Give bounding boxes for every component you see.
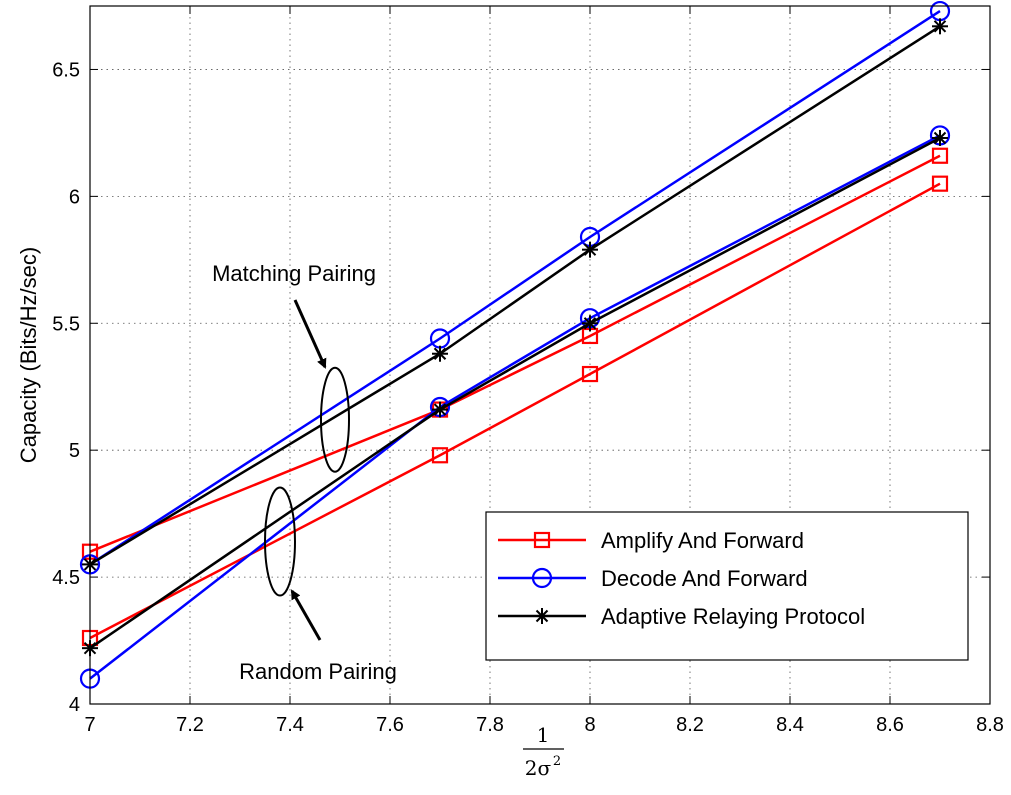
data-point xyxy=(582,315,598,332)
x-axis-label-denominator: 2σ xyxy=(525,756,552,780)
x-tick-label: 7.4 xyxy=(276,714,304,736)
annotation-ellipse-matching xyxy=(320,366,350,473)
data-point xyxy=(932,129,948,146)
x-tick-label: 8.2 xyxy=(676,714,704,736)
x-tick-label: 7.8 xyxy=(476,714,504,736)
legend-marker-adaptive xyxy=(534,608,550,624)
data-point xyxy=(931,147,949,164)
x-tick-label: 7.2 xyxy=(176,714,204,736)
y-tick-label: 6.5 xyxy=(52,59,80,81)
ticks xyxy=(89,6,991,705)
annotation-label-matching: Matching Pairing xyxy=(212,261,376,286)
legend-item-decode: Decode And Forward xyxy=(498,566,808,591)
legend-item-adaptive: Adaptive Relaying Protocol xyxy=(498,604,865,629)
legend-label-decode: Decode And Forward xyxy=(601,566,808,591)
y-tick-label: 5 xyxy=(69,440,80,462)
legend-box xyxy=(485,511,969,661)
x-tick-label: 8.6 xyxy=(876,714,904,736)
tick-labels: 7 7.2 7.4 7.6 7.8 8 8.2 8.4 8.6 8.8 4 4.5 5 5.5 6 6.5 xyxy=(52,59,1004,736)
data-point xyxy=(582,241,598,258)
data-point xyxy=(931,175,949,192)
legend-label-amplify: Amplify And Forward xyxy=(601,528,804,553)
asterisk-stroke xyxy=(583,317,597,330)
data-point xyxy=(431,447,449,464)
legend: Amplify And Forward Decode And Forward A… xyxy=(485,511,969,661)
annotation-arrow-matching xyxy=(293,299,327,369)
x-tick-label: 8 xyxy=(584,714,595,736)
x-axis-label: 1 2σ 2 xyxy=(523,723,564,780)
x-tick-label: 7.6 xyxy=(376,714,404,736)
legend-marker-amplify xyxy=(533,531,551,549)
y-tick-label: 5.5 xyxy=(52,313,80,335)
y-tick-label: 4 xyxy=(69,694,80,716)
x-axis-label-denominator-exponent: 2 xyxy=(553,754,561,769)
asterisk-stroke xyxy=(933,131,947,145)
legend-label-adaptive: Adaptive Relaying Protocol xyxy=(601,604,865,629)
legend-item-amplify: Amplify And Forward xyxy=(498,528,804,553)
x-tick-label: 8.8 xyxy=(976,714,1004,736)
asterisk-stroke xyxy=(583,243,597,256)
y-tick-label: 4.5 xyxy=(52,567,80,589)
series-line xyxy=(89,10,941,566)
data-point xyxy=(432,345,448,362)
asterisk-stroke xyxy=(933,20,947,33)
data-point xyxy=(932,18,948,35)
series-asterisk-matching xyxy=(82,18,948,573)
annotations: Matching Pairing Random Pairing xyxy=(212,261,397,684)
annotation-arrow-random xyxy=(290,589,322,641)
annotation-ellipse-random xyxy=(264,486,296,597)
plot-frame xyxy=(89,5,991,705)
legend-marker-decode xyxy=(531,567,553,589)
x-axis-label-numerator: 1 xyxy=(537,723,550,747)
asterisk-stroke xyxy=(433,403,447,416)
y-axis-label: Capacity (Bits/Hz/sec) xyxy=(16,247,41,463)
x-tick-label: 7 xyxy=(84,714,95,736)
x-tick-label: 8.4 xyxy=(776,714,804,736)
asterisk-stroke xyxy=(433,347,447,360)
annotation-label-random: Random Pairing xyxy=(239,659,397,684)
series-line xyxy=(89,25,941,566)
y-tick-label: 6 xyxy=(69,186,80,208)
series-line xyxy=(89,154,941,553)
data-point xyxy=(581,365,599,383)
data-point xyxy=(432,401,448,418)
